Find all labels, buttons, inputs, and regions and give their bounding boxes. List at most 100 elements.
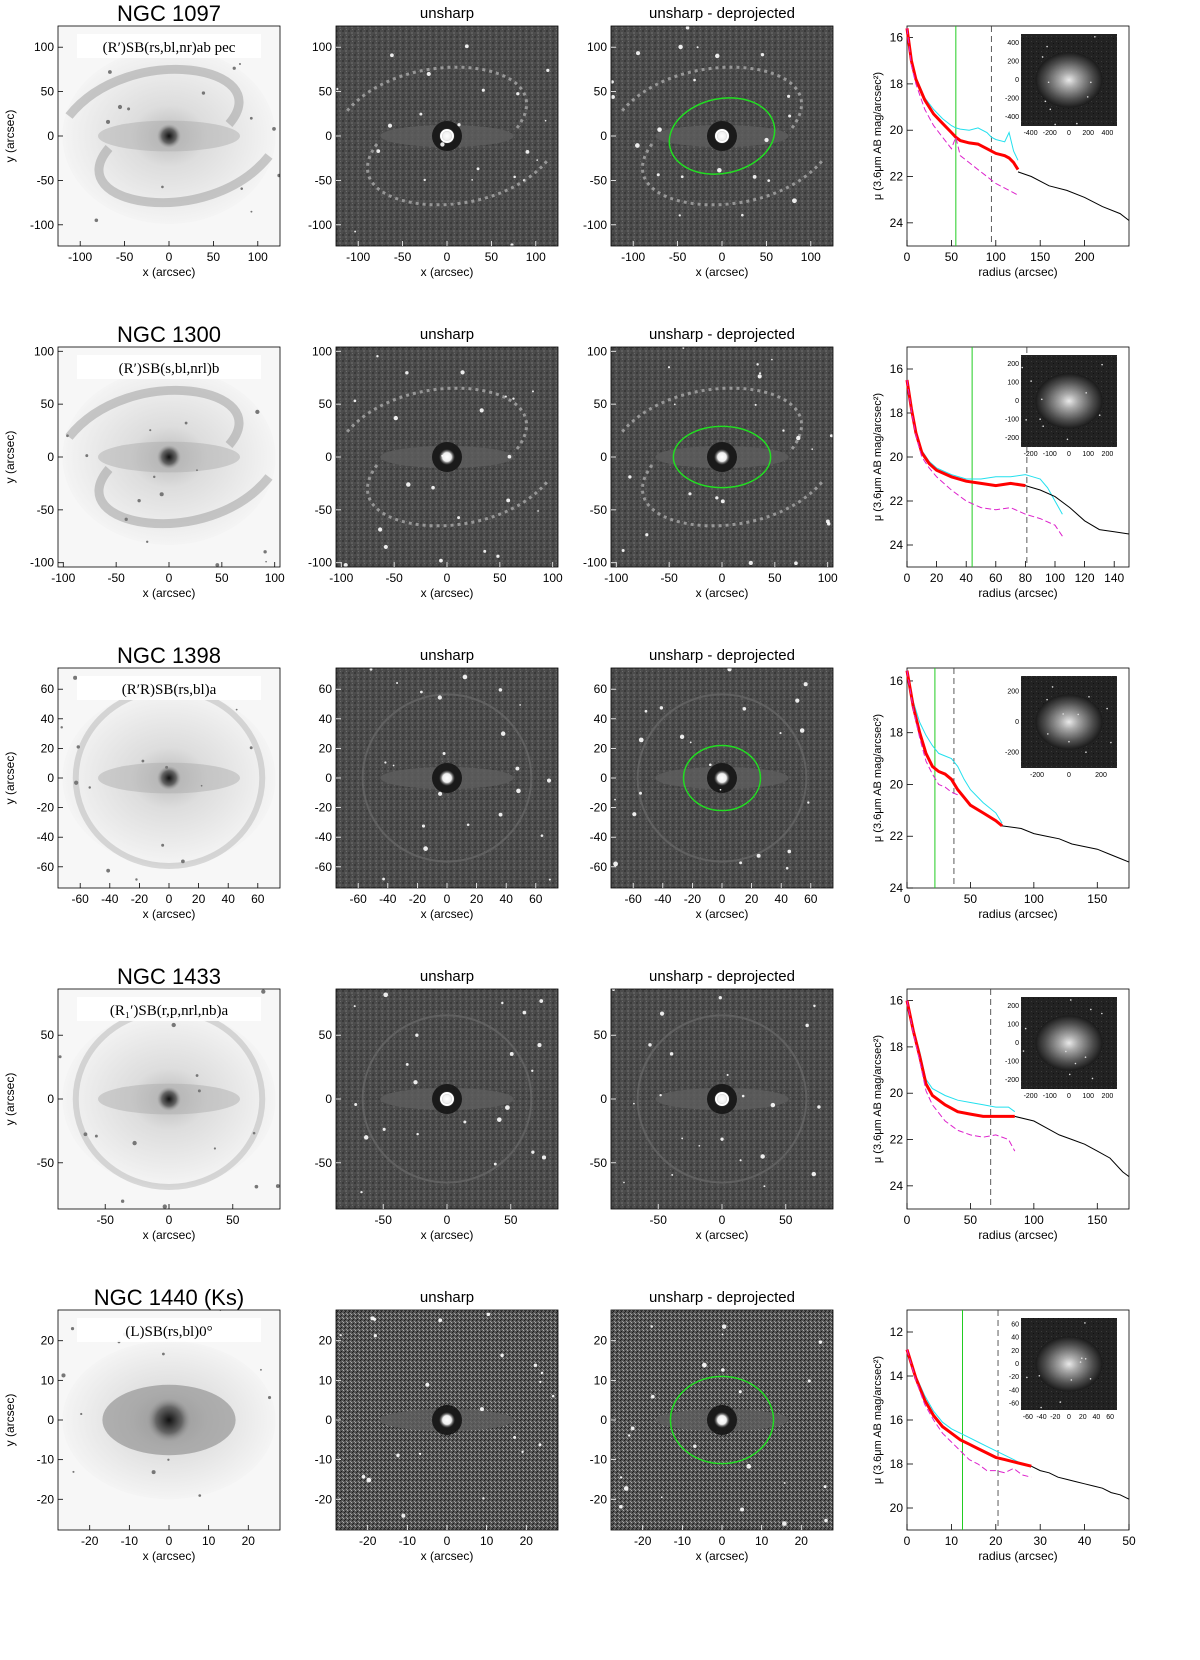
star <box>1077 713 1080 716</box>
bar-ellipse <box>669 1375 775 1465</box>
star <box>60 726 63 729</box>
y-tick-label: -10 <box>37 1453 55 1467</box>
star <box>431 485 435 490</box>
core-bright <box>439 770 455 786</box>
unsharp-panel: -20 -20 -10 -10 0 0 10 10 20 20 x (arcsec) unsharp <box>315 1289 559 1563</box>
inset-y-tick-label: 0 <box>1015 398 1019 405</box>
y-tick-label: -60 <box>37 860 55 874</box>
nuclear-ring <box>715 1092 729 1106</box>
star <box>423 178 426 182</box>
star <box>405 1062 409 1066</box>
star <box>1025 419 1027 421</box>
y-tick-label: 60 <box>594 682 608 696</box>
star <box>1024 1027 1027 1030</box>
star <box>425 1382 430 1387</box>
star <box>783 1482 786 1484</box>
star <box>120 1199 125 1203</box>
x-tick-label: -20 <box>634 1534 652 1548</box>
galaxy-core <box>157 124 181 148</box>
star <box>701 1362 707 1368</box>
star <box>426 71 431 77</box>
star <box>105 119 111 124</box>
star <box>252 1131 256 1135</box>
star <box>659 1093 662 1097</box>
inset-y-tick-label: 200 <box>1007 688 1019 695</box>
y-tick-label: 18 <box>890 1457 904 1471</box>
star <box>611 989 616 991</box>
inset-y-tick-label: -200 <box>1005 435 1019 442</box>
star <box>1085 751 1087 753</box>
star <box>479 1407 484 1412</box>
star <box>688 492 692 496</box>
star <box>715 53 720 59</box>
star <box>343 563 348 567</box>
y-tick-label: 20 <box>890 1086 904 1100</box>
x-axis-label: x (arcsec) <box>696 907 749 921</box>
x-tick-label: -50 <box>394 250 412 264</box>
y-tick-label: -20 <box>590 1492 608 1506</box>
x-tick-label: -40 <box>654 892 672 906</box>
x-tick-label: -10 <box>674 1534 692 1548</box>
star <box>1079 1361 1082 1363</box>
y-tick-label: 100 <box>312 344 332 358</box>
y-tick-label: 10 <box>41 1373 55 1387</box>
inset-x-tick-label: -200 <box>1024 451 1038 458</box>
x-axis-label: x (arcsec) <box>696 1549 749 1563</box>
x-tick-label: -10 <box>121 1534 139 1548</box>
star <box>83 1132 88 1137</box>
x-tick-label: 20 <box>470 892 484 906</box>
hubble-type-bg <box>77 355 261 379</box>
star <box>796 435 801 441</box>
star <box>481 88 485 92</box>
x-axis-label: radius (arcsec) <box>978 265 1057 279</box>
star <box>788 114 792 118</box>
star <box>540 1371 544 1375</box>
star <box>645 533 649 537</box>
star <box>1090 1008 1092 1011</box>
star <box>1101 1012 1103 1015</box>
star <box>74 780 79 785</box>
star <box>464 44 469 49</box>
star <box>650 1325 653 1328</box>
star <box>265 560 267 563</box>
star <box>240 187 243 190</box>
x-tick-label: 50 <box>504 1213 518 1227</box>
inset-y-tick-label: -40 <box>1009 1387 1019 1394</box>
y-tick-label: 50 <box>41 85 55 99</box>
y-tick-label: 40 <box>41 712 55 726</box>
star <box>760 1154 765 1159</box>
star <box>457 516 461 520</box>
star <box>462 674 468 680</box>
image-panel: -50 -50 0 0 50 50 x (arcsec) y (arcsec) NGC 1433… <box>3 964 281 1242</box>
x-tick-label: 100 <box>526 250 546 264</box>
panel-body <box>336 347 558 567</box>
star <box>1068 740 1070 743</box>
star <box>1098 414 1101 416</box>
star <box>390 53 394 58</box>
y-tick-label: 0 <box>325 771 332 785</box>
x-tick-label: 150 <box>1030 250 1050 264</box>
star <box>498 688 503 692</box>
outer-ring <box>361 693 533 863</box>
star <box>354 230 357 233</box>
star <box>235 708 238 711</box>
y-tick-label: 0 <box>325 1413 332 1427</box>
hubble-type-box: (L)SB(rs,bl)0° <box>77 1318 261 1342</box>
x-tick-label: 0 <box>444 892 451 906</box>
star <box>376 355 379 358</box>
y-tick-label: 24 <box>890 216 904 230</box>
core-bright <box>714 449 730 465</box>
hubble-type: (R′)SB(rs,bl,nr)ab pec <box>103 40 236 56</box>
unsharp-deprojected-panel: -60 -60 -40 -40 -20 -20 0 0 20 20 40 40 60 60 x (arcse… <box>590 647 834 921</box>
inset-x-tick-label: 100 <box>1082 451 1094 458</box>
star <box>1068 1073 1071 1076</box>
x-tick-label: 50 <box>226 1213 240 1227</box>
spiral-arm <box>345 65 528 129</box>
y-tick-label: 50 <box>319 1028 333 1042</box>
star <box>1094 36 1096 38</box>
x-tick-label: 40 <box>1078 1534 1092 1548</box>
inset-x-tick-label: 200 <box>1095 772 1107 779</box>
x-tick-label: -100 <box>621 250 645 264</box>
star <box>275 1184 280 1188</box>
star <box>161 185 164 189</box>
